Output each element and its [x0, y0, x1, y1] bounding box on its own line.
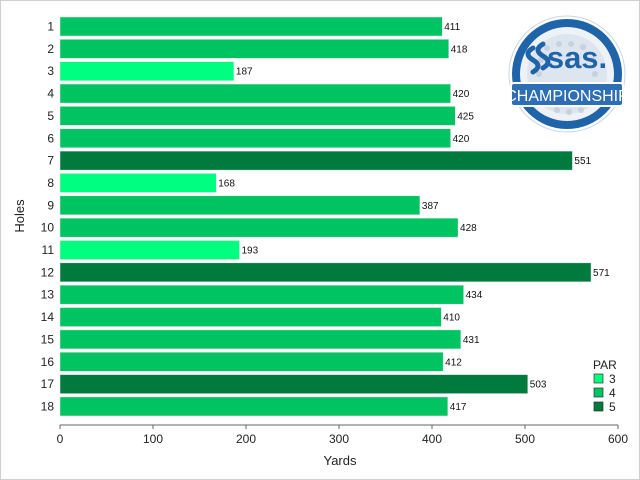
bars-group: 411 418 187 420 425 420 551 168 387 428 193 571 434 4…: [59, 16, 610, 417]
x-tick-label: 200: [236, 432, 256, 446]
value-label-hole-6: 420: [453, 134, 470, 145]
value-label-hole-5: 425: [457, 111, 474, 122]
bar-hole-8: [59, 173, 217, 193]
value-label-hole-1: 411: [444, 22, 460, 33]
bar-hole-3: [59, 61, 235, 81]
value-label-hole-18: 417: [450, 402, 467, 413]
bar-hole-11: [59, 240, 240, 260]
y-tick-label: 11: [42, 243, 55, 257]
logo-brand: sas.: [547, 40, 607, 75]
y-tick-label: 9: [47, 198, 54, 212]
x-axis-title: Yards: [324, 453, 357, 468]
y-tick-label: 15: [41, 332, 55, 346]
sas-championship-logo: sas. CHAMPIONSHIP: [505, 15, 629, 133]
bar-hole-5: [59, 106, 456, 126]
bar-hole-12: [59, 262, 592, 283]
x-tick-label: 300: [329, 432, 349, 446]
bar-hole-15: [59, 329, 462, 350]
y-tick-label: 10: [41, 221, 55, 235]
value-label-hole-16: 412: [445, 357, 462, 368]
y-tick-label: 7: [47, 154, 54, 168]
x-tick-label: 0: [57, 432, 64, 446]
value-label-hole-13: 434: [466, 290, 483, 301]
bar-hole-9: [59, 195, 421, 216]
y-tick-label: 2: [47, 42, 54, 56]
bar-hole-13: [59, 284, 464, 305]
legend-swatch-par-4: [593, 387, 604, 398]
y-tick-label: 16: [41, 355, 55, 369]
y-axis-title: Holes: [12, 199, 27, 233]
y-tick-label: 5: [47, 109, 54, 123]
y-tick-label: 17: [41, 377, 55, 391]
value-label-hole-12: 571: [593, 268, 610, 279]
value-label-hole-10: 428: [460, 223, 477, 234]
value-label-hole-11: 193: [241, 246, 258, 257]
x-axis: 0 100 200 300 400 500 600: [57, 424, 628, 446]
value-label-hole-15: 431: [463, 335, 480, 346]
y-tick-label: 1: [47, 20, 54, 34]
logo-championship-text: CHAMPIONSHIP: [505, 88, 629, 105]
sas-symbol-icon: [525, 41, 551, 75]
bar-hole-16: [59, 352, 444, 372]
value-label-hole-7: 551: [574, 156, 591, 167]
y-tick-label: 6: [47, 131, 54, 145]
bar-hole-7: [59, 150, 573, 171]
logo-banner: [510, 82, 624, 107]
y-tick-label: 18: [41, 399, 55, 413]
y-tick-label: 3: [47, 64, 54, 78]
legend-label-par-3: 3: [609, 372, 616, 386]
value-label-hole-9: 387: [422, 201, 439, 212]
bar-hole-17: [59, 374, 529, 394]
x-tick-label: 600: [608, 432, 628, 446]
value-label-hole-4: 420: [453, 89, 470, 100]
legend-label-par-5: 5: [609, 400, 616, 414]
y-tick-label: 14: [41, 310, 55, 324]
bar-hole-2: [59, 39, 449, 59]
y-tick-label: 13: [41, 288, 55, 302]
bar-hole-10: [59, 217, 459, 238]
legend-title: PAR: [593, 358, 617, 372]
x-tick-label: 400: [422, 432, 442, 446]
legend-swatch-par-5: [593, 401, 604, 412]
x-tick-label: 500: [515, 432, 535, 446]
legend-swatch-par-3: [593, 373, 604, 384]
y-tick-label: 4: [47, 87, 54, 101]
bar-hole-6: [59, 128, 451, 148]
y-tick-label: 8: [47, 176, 54, 190]
bar-hole-4: [59, 83, 451, 104]
value-label-hole-8: 168: [218, 178, 235, 189]
value-label-hole-14: 410: [443, 313, 460, 324]
legend-label-par-4: 4: [609, 386, 616, 400]
value-label-hole-17: 503: [530, 380, 547, 391]
value-label-hole-3: 187: [236, 67, 253, 78]
x-tick-label: 100: [143, 432, 163, 446]
bar-hole-14: [59, 307, 442, 327]
y-tick-label: 12: [41, 265, 55, 279]
bar-hole-18: [59, 396, 449, 417]
value-label-hole-2: 418: [451, 44, 468, 55]
bar-hole-1: [59, 16, 443, 37]
